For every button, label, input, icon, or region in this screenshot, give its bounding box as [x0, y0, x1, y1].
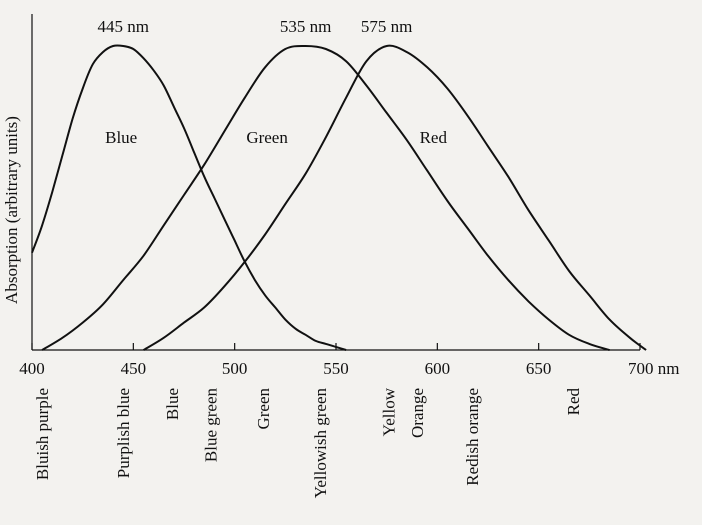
x-tick-label: 650	[526, 359, 552, 378]
peak-label: 445 nm	[97, 17, 148, 36]
curve-name-label: Blue	[105, 128, 137, 147]
series-blue-curve	[31, 44, 347, 351]
series-green-curve	[41, 44, 610, 351]
x-tick-label: 500	[222, 359, 248, 378]
peak-label: 535 nm	[280, 17, 331, 36]
color-name-label: Orange	[408, 388, 427, 438]
color-name-label: Bluish purple	[33, 388, 52, 480]
color-name-label: Purplish blue	[114, 388, 133, 478]
x-tick-label: 700 nm	[628, 359, 679, 378]
peak-label: 575 nm	[361, 17, 412, 36]
color-name-label: Red	[564, 388, 583, 416]
color-name-label: Green	[254, 388, 273, 430]
y-axis-label: Absorption (arbitrary units)	[2, 116, 21, 304]
series-red-curve	[142, 44, 647, 351]
x-tick-label: 550	[323, 359, 349, 378]
color-name-label: Yellow	[380, 387, 399, 436]
curve-name-label: Red	[420, 128, 448, 147]
x-tick-label: 450	[121, 359, 147, 378]
x-tick-label: 600	[425, 359, 451, 378]
x-tick-label: 400	[19, 359, 45, 378]
curve-name-label: Green	[246, 128, 288, 147]
color-name-label: Yellowish green	[311, 388, 330, 499]
color-name-label: Blue	[163, 388, 182, 420]
color-name-label: Blue green	[201, 388, 220, 463]
color-name-label: Redish orange	[463, 388, 482, 486]
